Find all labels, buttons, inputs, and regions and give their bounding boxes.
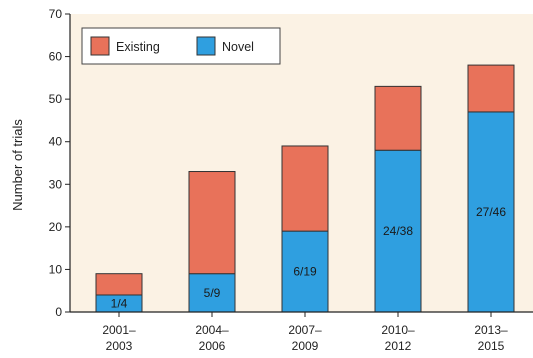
bar-label-2: 5/9 bbox=[204, 286, 221, 300]
bar-label-5: 27/46 bbox=[476, 205, 506, 219]
y-tick-label: 30 bbox=[49, 177, 63, 191]
x-tick-label: 2010– bbox=[381, 323, 415, 337]
legend-swatch-existing bbox=[91, 37, 109, 55]
legend-label-existing: Existing bbox=[116, 40, 160, 54]
x-tick-label: 2009 bbox=[292, 339, 319, 353]
bar-existing-2 bbox=[189, 172, 235, 274]
bar-existing-4 bbox=[375, 86, 421, 150]
y-tick-label: 50 bbox=[49, 92, 63, 106]
x-tick-label: 2004– bbox=[195, 323, 229, 337]
bar-existing-3 bbox=[282, 146, 328, 231]
x-tick-label: 2006 bbox=[199, 339, 226, 353]
bar-existing-1 bbox=[96, 274, 142, 295]
x-tick-label: 2007– bbox=[288, 323, 322, 337]
legend-swatch-novel bbox=[197, 37, 215, 55]
y-tick-label: 70 bbox=[49, 7, 63, 21]
x-tick-label: 2015 bbox=[478, 339, 505, 353]
legend: Existing Novel bbox=[82, 28, 280, 64]
y-tick-label: 60 bbox=[49, 50, 63, 64]
bar-existing-5 bbox=[468, 65, 514, 112]
y-axis-title: Number of trials bbox=[10, 119, 25, 211]
bar-label-3: 6/19 bbox=[293, 265, 317, 279]
x-tick-label: 2012 bbox=[385, 339, 412, 353]
bar-label-4: 24/38 bbox=[383, 224, 413, 238]
x-tick-label: 2001– bbox=[102, 323, 136, 337]
y-tick-label: 40 bbox=[49, 135, 63, 149]
y-tick-label: 0 bbox=[55, 305, 62, 319]
y-tick-label: 10 bbox=[49, 262, 63, 276]
bar-label-1: 1/4 bbox=[111, 296, 128, 310]
x-tick-label: 2003 bbox=[106, 339, 133, 353]
x-tick-label: 2013– bbox=[474, 323, 508, 337]
y-tick-label: 20 bbox=[49, 220, 63, 234]
legend-label-novel: Novel bbox=[222, 40, 254, 54]
